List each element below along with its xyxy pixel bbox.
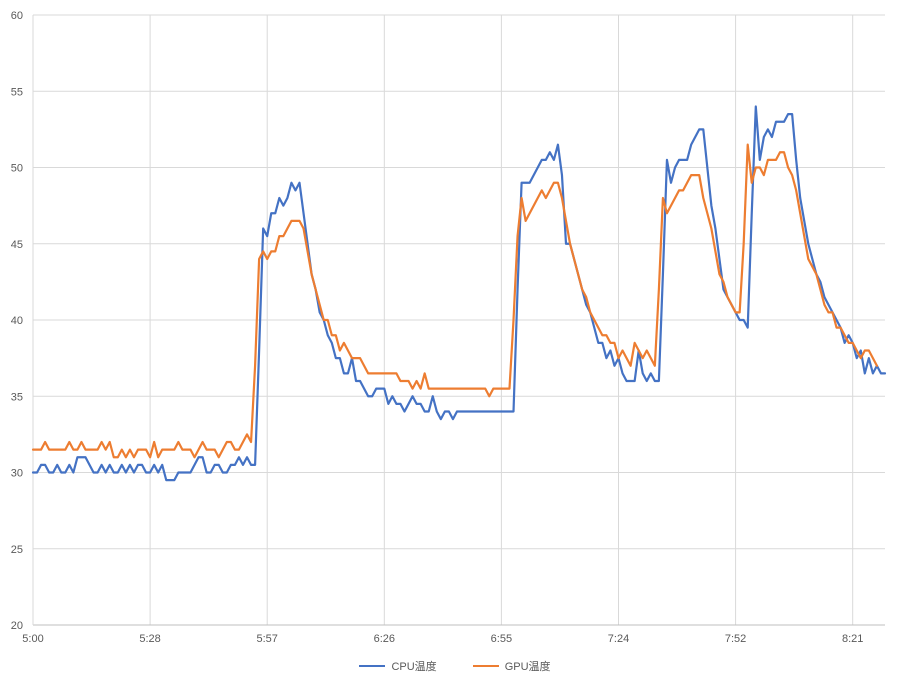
series-lines — [31, 105, 887, 482]
x-tick-label: 6:55 — [491, 633, 512, 645]
y-tick-label: 35 — [11, 391, 23, 403]
y-tick-label: 25 — [11, 544, 23, 556]
gridlines — [33, 14, 885, 625]
x-tick-label: 5:28 — [139, 633, 160, 645]
legend-label-gpu: GPU温度 — [504, 661, 551, 673]
legend: CPU温度 GPU温度 — [0, 658, 910, 674]
legend-label-cpu: CPU温度 — [391, 661, 437, 673]
x-tick-label: 5:57 — [256, 633, 277, 645]
y-axis-tick-labels: 20 25 30 35 40 45 50 55 60 — [11, 10, 23, 632]
x-tick-label: 7:52 — [725, 633, 746, 645]
axes — [32, 15, 885, 626]
y-tick-label: 45 — [11, 239, 23, 251]
y-tick-label: 40 — [11, 315, 23, 327]
series-line-gpu — [31, 143, 879, 459]
legend-swatch-gpu — [472, 665, 499, 667]
x-tick-label: 5:00 — [22, 633, 43, 645]
y-tick-label: 55 — [11, 86, 23, 98]
x-tick-label: 6:26 — [374, 633, 395, 645]
legend-swatch-cpu — [359, 665, 386, 667]
legend-item-gpu: GPU温度 — [472, 658, 551, 674]
x-tick-label: 8:21 — [842, 633, 863, 645]
y-tick-label: 60 — [11, 10, 23, 22]
series-line-cpu — [31, 105, 887, 482]
x-axis-tick-labels: 5:00 5:28 5:57 6:26 6:55 7:24 7:52 8:21 — [22, 633, 863, 645]
y-tick-label: 30 — [11, 468, 23, 480]
y-tick-label: 50 — [11, 163, 23, 175]
x-tick-label: 7:24 — [608, 633, 629, 645]
y-tick-label: 20 — [11, 620, 23, 632]
legend-item-cpu: CPU温度 — [359, 658, 437, 674]
